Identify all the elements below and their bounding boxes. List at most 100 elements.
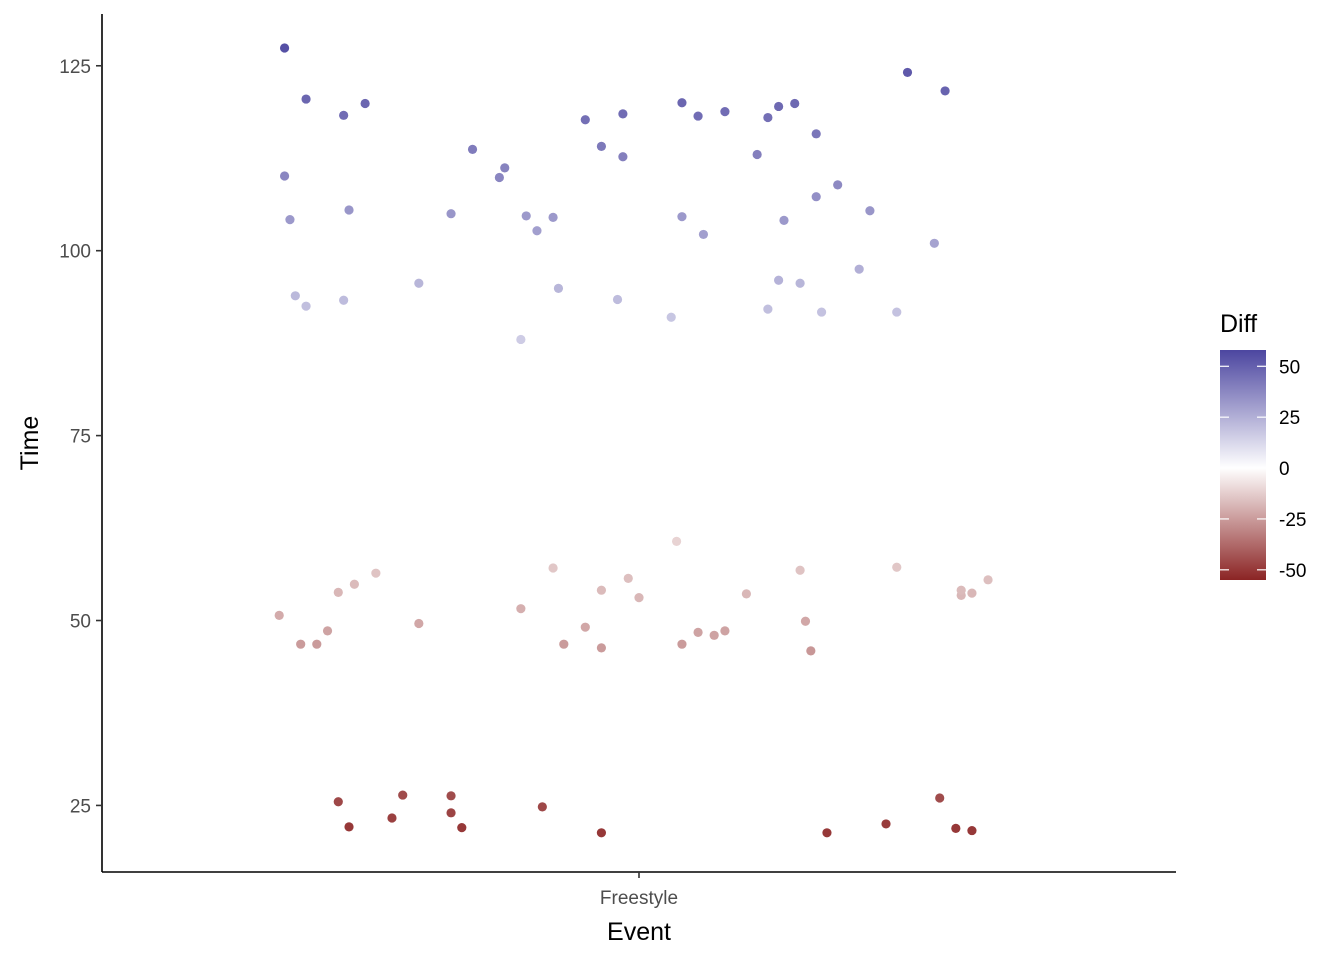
legend-tick-label: 25: [1279, 408, 1300, 429]
data-point: [698, 229, 709, 240]
data-point: [521, 211, 531, 221]
legend-ticks: 50 25 0 -25 -50: [1220, 357, 1306, 582]
data-point: [983, 575, 993, 585]
data-point: [795, 565, 805, 575]
data-point: [596, 585, 607, 595]
x-axis-title: Event: [607, 918, 671, 946]
data-point: [344, 205, 354, 215]
data-point: [339, 295, 349, 305]
legend-tick-label: 50: [1279, 357, 1300, 378]
data-point: [467, 144, 478, 154]
data-point: [516, 334, 526, 345]
data-point: [634, 592, 644, 603]
data-point: [446, 209, 456, 219]
data-point: [795, 278, 805, 288]
data-point: [312, 639, 322, 649]
data-point: [956, 585, 966, 595]
y-axis-ticks: 25 50 75 100 125: [59, 57, 102, 817]
data-point: [371, 568, 381, 578]
color-legend: Diff 50 25 0 -25 -50: [1220, 310, 1306, 582]
data-point: [902, 67, 913, 78]
data-point: [892, 307, 902, 317]
data-point: [580, 115, 590, 125]
data-point: [414, 278, 424, 288]
data-point: [693, 627, 703, 637]
data-point: [290, 291, 300, 301]
data-point: [446, 791, 456, 801]
y-axis-title: Time: [16, 416, 44, 471]
data-point: [811, 129, 821, 139]
data-point: [301, 94, 311, 104]
data-point: [618, 109, 628, 119]
data-points: [274, 43, 993, 838]
data-point: [596, 141, 607, 151]
data-point: [763, 304, 773, 314]
data-point: [333, 587, 343, 598]
data-point: [752, 149, 762, 160]
data-point: [612, 294, 623, 305]
data-point: [865, 206, 875, 216]
data-point: [559, 639, 569, 649]
data-point: [516, 604, 526, 614]
data-point: [892, 562, 902, 572]
data-point: [935, 793, 945, 803]
data-point: [881, 819, 891, 829]
data-point: [344, 822, 354, 832]
data-point: [816, 307, 827, 317]
data-point: [741, 589, 752, 599]
data-point: [494, 172, 504, 183]
data-point: [790, 98, 800, 109]
data-point: [929, 238, 939, 248]
data-point: [537, 802, 547, 812]
data-point: [774, 275, 784, 285]
y-tick-label: 75: [70, 427, 91, 448]
data-point: [940, 86, 950, 96]
legend-tick-label: 0: [1279, 459, 1290, 480]
data-point: [763, 112, 773, 123]
data-point: [398, 790, 408, 800]
y-tick-label: 100: [59, 242, 91, 263]
data-point: [580, 622, 590, 632]
data-point: [548, 212, 558, 223]
data-point: [446, 808, 456, 818]
data-point: [671, 536, 682, 546]
data-point: [596, 643, 607, 653]
data-point: [623, 573, 633, 583]
data-point: [951, 823, 961, 833]
data-point: [800, 616, 811, 626]
data-point: [360, 98, 370, 109]
data-point: [387, 813, 397, 823]
y-tick-label: 125: [59, 57, 91, 78]
data-point: [779, 215, 789, 225]
data-point: [822, 828, 832, 838]
x-tick-label: Freestyle: [600, 888, 678, 909]
data-point: [500, 163, 510, 173]
data-point: [811, 192, 821, 202]
data-point: [720, 626, 730, 636]
data-point: [274, 610, 284, 620]
legend-tick-label: -50: [1279, 561, 1306, 582]
x-axis-ticks: Freestyle: [600, 872, 678, 909]
data-point: [301, 301, 311, 311]
data-point: [854, 264, 864, 274]
legend-tick-label: -25: [1279, 510, 1306, 531]
data-point: [296, 639, 306, 649]
data-point: [677, 98, 687, 108]
data-point: [596, 828, 607, 838]
data-point: [666, 312, 676, 322]
data-point: [553, 283, 564, 294]
data-point: [279, 171, 290, 181]
data-point: [967, 825, 977, 836]
data-point: [709, 630, 719, 640]
y-tick-label: 25: [70, 796, 91, 817]
data-point: [677, 639, 687, 649]
data-point: [532, 226, 542, 236]
data-point: [720, 107, 730, 117]
data-point: [774, 101, 784, 112]
data-point: [457, 823, 467, 833]
data-point: [339, 110, 349, 120]
data-point: [414, 618, 424, 629]
data-point: [967, 588, 977, 598]
legend-colorbar: [1220, 350, 1266, 580]
